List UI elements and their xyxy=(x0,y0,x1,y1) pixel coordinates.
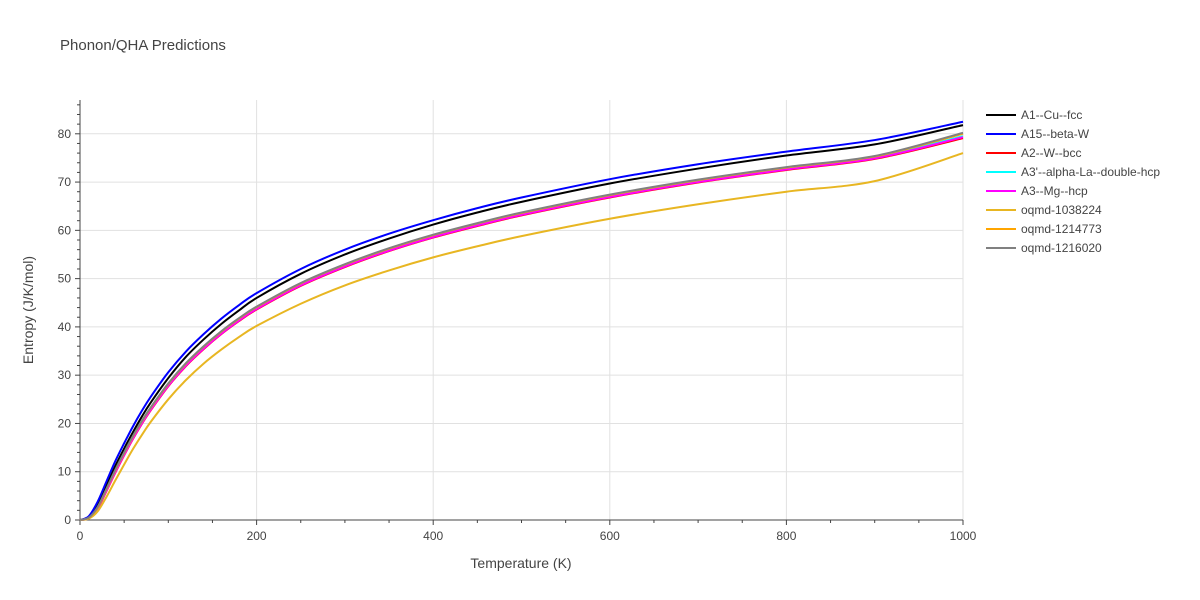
series-line-3 xyxy=(79,135,964,521)
y-tick-label: 40 xyxy=(58,320,72,334)
y-tick-label: 30 xyxy=(58,368,72,382)
legend-label: A15--beta-W xyxy=(1021,127,1090,141)
y-tick-label: 80 xyxy=(58,127,72,141)
axes: 0 200 400 600 800 1000 0 10 20 30 40 50 60 70 80 xyxy=(58,100,977,543)
series-lines xyxy=(79,120,964,521)
y-tick-label: 0 xyxy=(64,513,71,527)
x-tick-label: 200 xyxy=(247,529,267,543)
legend-label: A3--Mg--hcp xyxy=(1021,184,1088,198)
series-line-0 xyxy=(79,124,964,521)
legend-label: oqmd-1216020 xyxy=(1021,241,1102,255)
y-axis-title: Entropy (J/K/mol) xyxy=(20,256,36,364)
series-line-1 xyxy=(79,120,964,521)
legend-label: A2--W--bcc xyxy=(1021,146,1081,160)
series-line-5 xyxy=(79,152,964,521)
legend: A1--Cu--fcc A15--beta-W A2--W--bcc A3'--alp… xyxy=(986,108,1160,255)
series-line-4 xyxy=(79,136,964,521)
y-tick-label: 60 xyxy=(58,223,72,237)
series-line-2 xyxy=(79,137,964,521)
y-tick-label: 50 xyxy=(58,272,72,286)
y-tick-label: 10 xyxy=(58,465,72,479)
legend-label: oqmd-1038224 xyxy=(1021,203,1102,217)
x-axis-title: Temperature (K) xyxy=(470,555,571,571)
y-tick-label: 70 xyxy=(58,175,72,189)
y-tick-label: 20 xyxy=(58,416,72,430)
grid-lines xyxy=(80,100,964,520)
x-tick-label: 0 xyxy=(77,529,84,543)
x-tick-label: 600 xyxy=(600,529,620,543)
legend-label: A3'--alpha-La--double-hcp xyxy=(1021,165,1160,179)
chart-title: Phonon/QHA Predictions xyxy=(60,37,226,54)
series-line-7 xyxy=(79,131,964,521)
x-tick-label: 800 xyxy=(776,529,796,543)
legend-label: oqmd-1214773 xyxy=(1021,222,1102,236)
x-tick-label: 400 xyxy=(423,529,443,543)
legend-label: A1--Cu--fcc xyxy=(1021,108,1082,122)
x-tick-label: 1000 xyxy=(950,529,977,543)
